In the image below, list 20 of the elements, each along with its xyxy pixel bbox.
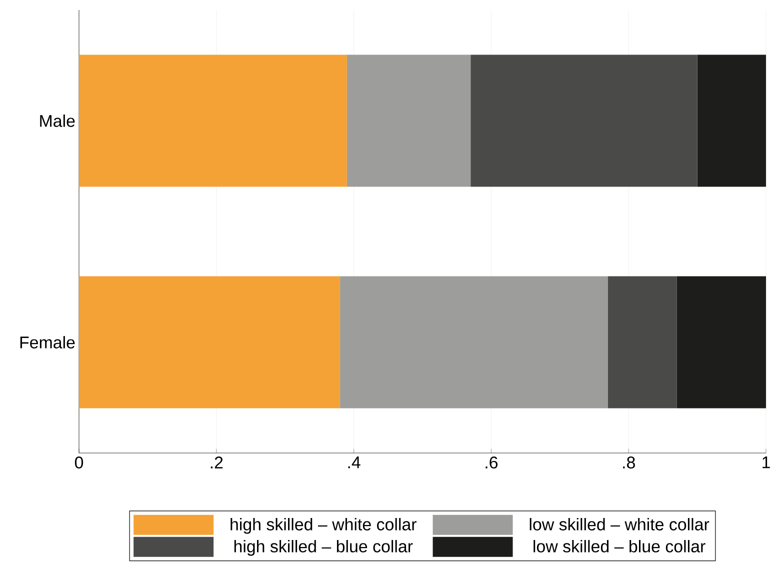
bar [79, 276, 340, 408]
bar [697, 54, 766, 187]
y-tick-label: Male [40, 114, 75, 127]
bar [676, 276, 766, 408]
legend-label: low skilled – white collar [530, 518, 710, 530]
bar [470, 54, 698, 187]
bar [346, 54, 471, 187]
legend-label: low skilled – blue collar [534, 540, 706, 552]
bar [340, 276, 608, 408]
x-tick-label: 1 [762, 456, 770, 468]
bar [79, 54, 347, 187]
legend-label: high skilled – white collar [230, 518, 417, 534]
x-tick-label: .2 [210, 456, 223, 468]
y-tick-label: Female [20, 336, 75, 348]
x-tick-label: .8 [623, 456, 635, 469]
bar [608, 276, 677, 408]
x-tick-label: .4 [348, 456, 360, 468]
legend-label: high skilled – blue collar [234, 540, 413, 556]
x-tick-label: 0 [74, 456, 84, 469]
x-tick-label: .6 [486, 456, 498, 469]
